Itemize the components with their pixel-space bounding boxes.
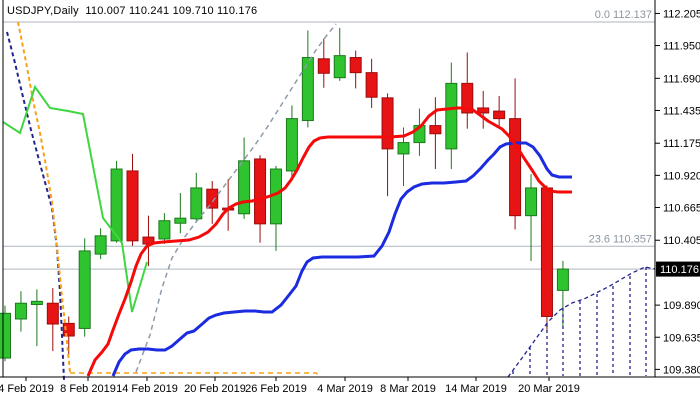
y-axis-label: 111.690 — [663, 73, 700, 85]
support-line-orange[interactable] — [70, 372, 322, 378]
bearish-candle — [206, 188, 219, 209]
bullish-candle — [158, 220, 171, 240]
bullish-candle — [285, 118, 298, 172]
x-axis-label: 14 Mar 2019 — [445, 383, 507, 395]
projection-diagonal-navy[interactable] — [507, 266, 656, 378]
bearish-candle — [493, 110, 506, 120]
bearish-candle — [254, 158, 267, 225]
bearish-candle — [365, 72, 378, 98]
bullish-candle — [238, 160, 251, 215]
descending-trendline-navy[interactable] — [6, 31, 65, 381]
y-axis-label: 111.175 — [663, 138, 700, 150]
bearish-candle — [477, 107, 490, 114]
y-axis-label: 109.635 — [663, 332, 700, 344]
zigzag-indicator-line — [2, 84, 148, 313]
bearish-candle — [46, 302, 59, 325]
x-axis-label: 20 Mar 2019 — [518, 383, 580, 395]
x-axis-label: 26 Feb 2019 — [245, 383, 307, 395]
bullish-candle — [30, 300, 43, 305]
x-axis-label: 14 Feb 2019 — [116, 383, 178, 395]
ma-blue-line — [111, 141, 572, 377]
ascending-trendline-gray[interactable] — [135, 23, 337, 373]
descending-trendline-orange[interactable] — [17, 21, 71, 373]
x-axis-label: 8 Mar 2019 — [380, 383, 436, 395]
x-axis-label: 4 Feb 2019 — [0, 383, 54, 395]
y-axis-label: 112.205 — [663, 8, 700, 20]
bearish-candle — [349, 57, 362, 74]
current-price-label: 110.176 — [660, 264, 699, 276]
bullish-candle — [556, 268, 569, 291]
y-axis-label: 110.665 — [663, 202, 700, 214]
x-axis-label: 8 Feb 2019 — [60, 383, 116, 395]
bearish-candle — [126, 170, 139, 242]
bullish-candle — [174, 217, 187, 224]
bearish-candle — [540, 187, 553, 317]
chart-ohlc-readout: USDJPY,Daily 110.007 110.241 109.710 110… — [7, 5, 258, 17]
bullish-candle — [190, 187, 203, 220]
y-axis-label: 111.950 — [663, 41, 700, 53]
fib-level-label: 23.6 110.357 — [589, 233, 652, 245]
bullish-candle — [397, 142, 410, 155]
bearish-candle — [509, 118, 522, 217]
x-axis-label: 4 Mar 2019 — [317, 383, 373, 395]
bullish-candle — [0, 312, 11, 359]
y-axis-label: 109.890 — [663, 300, 700, 312]
bearish-candle — [62, 322, 75, 337]
fib-level-label: 0.0 112.137 — [595, 9, 652, 21]
current-price-badge — [656, 261, 700, 277]
bullish-candle — [94, 235, 107, 255]
bearish-candle — [429, 125, 442, 135]
bullish-candle — [14, 302, 27, 320]
bearish-candle — [461, 82, 474, 114]
x-axis-label: 20 Feb 2019 — [184, 383, 246, 395]
bullish-candle — [333, 55, 346, 79]
bearish-candle — [317, 58, 330, 74]
y-axis-label: 111.435 — [663, 105, 700, 117]
y-axis-label: 110.405 — [663, 235, 700, 247]
bullish-candle — [110, 168, 123, 242]
y-axis-label: 109.380 — [663, 364, 700, 376]
bearish-candle — [381, 97, 394, 150]
bullish-candle — [445, 82, 458, 150]
y-axis-label: 110.920 — [663, 170, 700, 182]
bullish-candle — [301, 57, 314, 122]
bullish-candle — [525, 187, 538, 217]
ma-red-line — [86, 106, 572, 377]
bullish-candle — [78, 250, 91, 329]
